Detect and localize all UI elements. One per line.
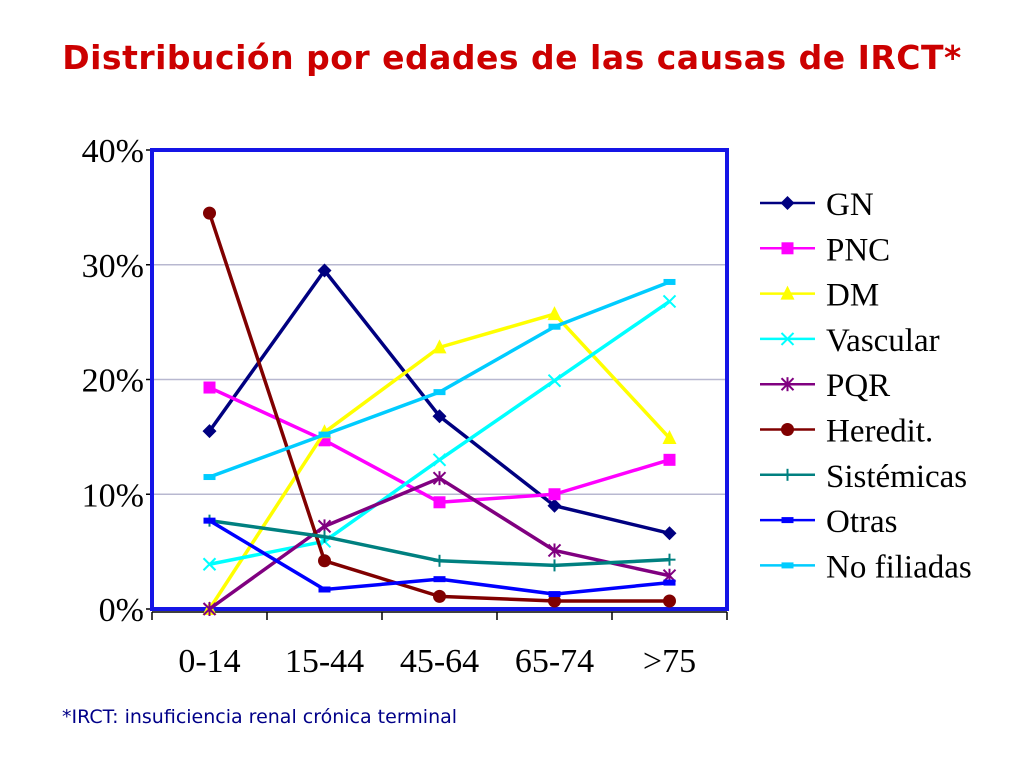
series-7 <box>203 517 676 598</box>
data-point <box>662 526 677 541</box>
axes <box>146 148 729 620</box>
legend-label: Sistémicas <box>826 459 967 495</box>
marker-stroke <box>662 294 677 309</box>
series-5 <box>203 206 676 608</box>
data-point <box>318 530 331 543</box>
data-point <box>203 381 216 394</box>
data-point <box>780 332 795 346</box>
legend-label: PQR <box>826 368 890 404</box>
data-point <box>433 554 446 567</box>
y-tick-label: 30% <box>82 248 144 285</box>
legend-item: Heredit. <box>760 414 933 450</box>
data-point <box>203 517 216 524</box>
y-tick-labels: 0% 10% 20% 30% 40% <box>82 133 144 629</box>
legend-label: No filiadas <box>826 549 972 585</box>
x-tick-label: 45-64 <box>400 643 479 680</box>
data-point <box>433 389 446 396</box>
series-4 <box>202 471 677 616</box>
marker-stroke <box>547 373 562 388</box>
data-point <box>433 576 446 583</box>
data-point <box>202 602 217 616</box>
data-point <box>318 431 331 438</box>
data-point <box>318 554 331 568</box>
data-point <box>548 323 561 330</box>
data-point <box>547 498 562 513</box>
data-point <box>202 557 217 571</box>
legend-item: Vascular <box>760 323 940 359</box>
data-point <box>433 496 446 509</box>
legend-item: Otras <box>760 504 897 540</box>
data-point <box>547 543 562 558</box>
data-point <box>781 562 794 569</box>
data-point <box>203 474 216 481</box>
data-point <box>781 517 794 524</box>
y-tick-label: 0% <box>99 592 144 629</box>
data-point <box>780 285 795 300</box>
legend-item: PQR <box>760 368 890 404</box>
legend-label: PNC <box>826 232 890 268</box>
x-tick-label: 0-14 <box>178 643 240 680</box>
data-point <box>663 453 676 466</box>
data-point <box>433 589 446 603</box>
footnote: *IRCT: insuficiencia renal crónica termi… <box>62 706 458 728</box>
data-point <box>547 306 562 321</box>
data-point <box>317 263 332 278</box>
data-point <box>663 278 676 285</box>
data-point <box>202 424 217 439</box>
legend-label: Vascular <box>826 323 940 359</box>
data-point <box>663 594 676 608</box>
plot-frame <box>150 148 729 611</box>
legend-item: GN <box>760 187 874 223</box>
data-point <box>548 488 561 501</box>
data-point <box>781 423 794 436</box>
chart-title: Distribución por edades de las causas de… <box>62 38 962 77</box>
data-point <box>203 206 216 220</box>
series-8 <box>203 278 676 481</box>
data-point <box>548 594 561 608</box>
y-tick-label: 40% <box>82 133 144 170</box>
data-point <box>780 196 795 210</box>
data-point <box>548 559 561 572</box>
series-line <box>207 212 670 603</box>
data-point <box>662 294 677 309</box>
series-1 <box>203 381 676 509</box>
data-point <box>663 579 676 586</box>
y-tick-label: 20% <box>82 363 144 400</box>
data-point <box>781 242 794 255</box>
x-tick-label: 15-44 <box>285 643 364 680</box>
legend-item: PNC <box>760 232 890 268</box>
marker-stroke <box>780 332 795 346</box>
data-point <box>780 377 795 392</box>
data-point <box>318 586 331 593</box>
y-tick-label: 10% <box>82 477 144 514</box>
legend-item: Sistémicas <box>760 459 967 495</box>
data-point <box>432 339 447 354</box>
legend-label: GN <box>826 187 874 223</box>
series-group <box>202 206 677 616</box>
legend-item: DM <box>760 278 879 314</box>
data-point <box>662 430 677 445</box>
series-0 <box>202 263 677 541</box>
data-point <box>548 591 561 598</box>
legend-label: Heredit. <box>826 414 933 450</box>
x-tick-label: >75 <box>643 643 696 680</box>
data-point <box>432 409 447 424</box>
data-point <box>781 468 794 481</box>
data-point <box>432 471 447 486</box>
marker-stroke <box>202 557 217 571</box>
data-point <box>663 553 676 566</box>
legend: GN PNC DM Vascular PQR Heredit. Sistémicas Otra… <box>760 187 972 585</box>
data-point <box>432 453 447 467</box>
marker-stroke <box>432 453 447 467</box>
x-tick-label: 65-74 <box>515 643 594 680</box>
series-6 <box>203 514 676 572</box>
legend-item: No filiadas <box>760 549 972 585</box>
legend-label: DM <box>826 278 879 314</box>
data-point <box>547 373 562 388</box>
legend-label: Otras <box>826 504 897 540</box>
x-tick-labels: 0-14 15-44 45-64 65-74 >75 <box>178 643 696 680</box>
